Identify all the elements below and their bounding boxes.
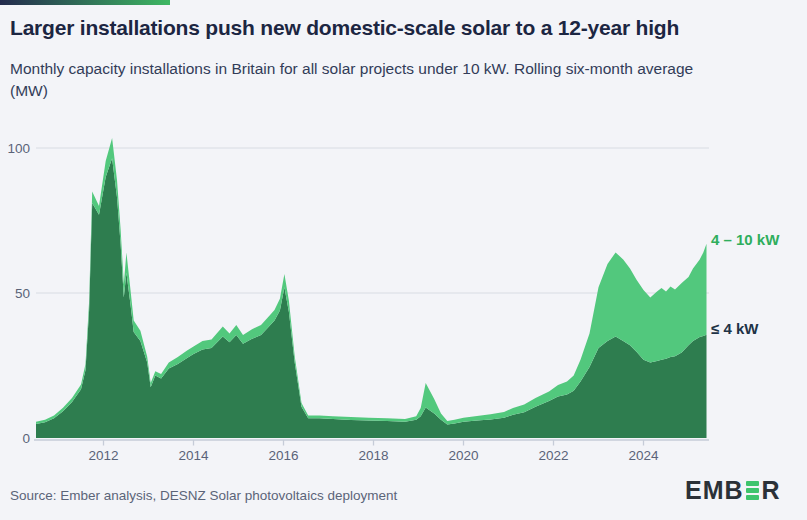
x-tick-label-2024: 2024	[628, 448, 659, 463]
y-tick-label-0: 0	[22, 431, 30, 446]
x-tick-label-2012: 2012	[88, 448, 118, 463]
y-tick-label-50: 50	[15, 286, 30, 301]
solar-installations-chart: 2012 2014 2016 2018 2020 2022 2024 0 50 100	[0, 0, 807, 520]
y-tick-label-100: 100	[7, 141, 30, 156]
x-tick-label-2022: 2022	[538, 448, 568, 463]
ember-logo: EMB R	[685, 478, 781, 503]
x-tick-label-2018: 2018	[358, 448, 388, 463]
legend-label-4-10kw: 4 – 10 kW	[711, 231, 779, 248]
source-text: Source: Ember analysis, DESNZ Solar phot…	[10, 488, 397, 503]
ember-logo-suffix: R	[762, 478, 781, 503]
legend-label-le-4kw: ≤ 4 kW	[711, 320, 758, 337]
chart-page: Larger installations push new domestic-s…	[0, 0, 807, 520]
x-tick-label-2016: 2016	[268, 448, 298, 463]
x-tick-label-2020: 2020	[448, 448, 478, 463]
ember-logo-e-bars-icon	[746, 481, 759, 500]
ember-logo-prefix: EMB	[685, 478, 744, 503]
x-tick-label-2014: 2014	[178, 448, 209, 463]
